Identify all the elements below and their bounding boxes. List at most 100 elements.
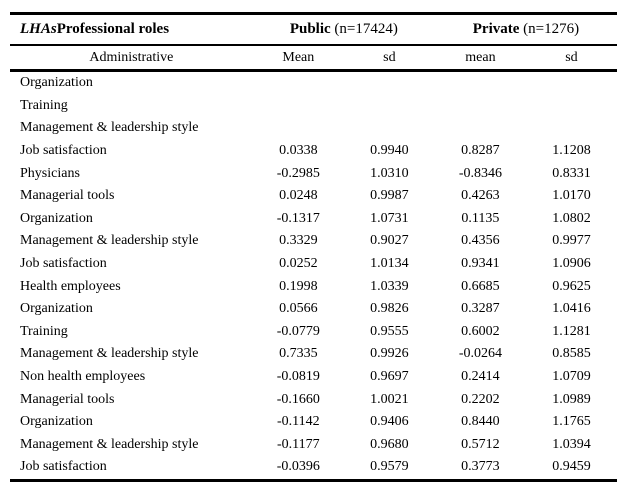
row-label: Training [20,323,68,339]
table-row: Management & leadership style -0.1177 0.96… [10,434,617,457]
cell-value: 0.9625 [552,278,591,294]
cell-value: 0.0248 [279,188,318,204]
cell-value: 0.8287 [461,143,500,159]
cell-value: 0.8331 [552,165,591,181]
cell-value: -0.0819 [276,369,320,385]
cell-value: 0.9940 [370,143,409,159]
table-wrapper: LHAsProfessional roles Public (n=17424) … [10,12,617,482]
table-title-bold: Professional roles [56,21,170,37]
table-row: Management & leadership style 0.3329 0.902… [10,230,617,253]
cell-value: 0.7335 [279,346,318,362]
cell-value: 0.2414 [461,369,500,385]
table-header-row: LHAsProfessional roles Public (n=17424) … [10,13,617,46]
cell-value: 0.2202 [461,391,500,407]
table-row: Training -0.0779 0.9555 0.6002 1.1281 [10,321,617,344]
table-row: Job satisfaction 0.0252 1.0134 0.9341 1.0906 [10,253,617,276]
cell-value: -0.0779 [276,323,320,339]
cell-value: 1.0339 [370,278,409,294]
table-row: Managerial tools 0.0248 0.9987 0.4263 1.0170 [10,185,617,208]
table-row: Non health employees -0.0819 0.9697 0.2414 1… [10,366,617,389]
cell-value: 0.3773 [461,459,500,475]
cell-value: 0.9027 [370,233,409,249]
cell-value: -0.1177 [276,436,320,452]
table-row: Organization -0.1142 0.9406 0.8440 1.1765 [10,411,617,434]
table-title-italic: LHAs [20,21,57,37]
cell-value: 1.0134 [370,256,409,272]
cell-value: 0.8585 [552,346,591,362]
cell-value [435,117,526,140]
cell-value: 0.0566 [279,301,318,317]
table-row: Organization 0.0566 0.9826 0.3287 1.0416 [10,298,617,321]
cell-value [253,95,344,118]
cell-value: 1.1765 [552,414,591,430]
row-label: Organization [20,301,93,317]
cell-value: 0.6002 [461,323,500,339]
table-row: Organization -0.1317 1.0731 0.1135 1.0802 [10,208,617,231]
cell-value [253,117,344,140]
statistics-table: LHAsProfessional roles Public (n=17424) … [10,12,617,482]
table-subheader-row: Administrative Mean sd mean sd [10,45,617,72]
cell-value [526,71,617,95]
group-private-name: Private [472,21,520,37]
table-row: Management & leadership style [10,117,617,140]
cell-value: -0.0264 [458,346,502,362]
row-label: Physicians [20,165,80,181]
cell-value [253,71,344,95]
table-row: Health employees 0.1998 1.0339 0.6685 0.9625 [10,275,617,298]
cell-value [435,95,526,118]
cell-value: 0.9459 [552,459,591,475]
table-row: Training [10,95,617,118]
table-title: LHAsProfessional roles [10,13,253,46]
row-label: Job satisfaction [20,143,107,159]
row-label: Managerial tools [20,391,115,407]
cell-value: 0.6685 [461,278,500,294]
cell-value: 1.0709 [552,369,591,385]
cell-value: 0.9987 [370,188,409,204]
group-public-name: Public [289,21,331,37]
cell-value [344,95,435,118]
cell-value: 0.8440 [461,414,500,430]
cell-value: 0.0252 [279,256,318,272]
cell-value: 0.0338 [279,143,318,159]
cell-value: 0.1998 [279,278,318,294]
cell-value: 1.0731 [370,210,409,226]
cell-value: 0.5712 [461,436,500,452]
cell-value: -0.1142 [276,414,320,430]
column-header-sd-private: sd [525,45,617,72]
cell-value: 0.4356 [461,233,500,249]
table-body: Organization Training Management & leaders… [10,71,617,481]
group-private-n: (n=1276) [519,21,580,37]
cell-value: 0.9579 [370,459,409,475]
cell-value: 1.0416 [552,301,591,317]
group-public-n: (n=17424) [330,21,398,37]
row-label: Organization [20,75,93,91]
group-header-public: Public (n=17424) [252,13,435,46]
cell-value: 0.9697 [370,369,409,385]
row-label: Training [20,97,68,113]
table-row: Job satisfaction 0.0338 0.9940 0.8287 1.1208 [10,140,617,163]
cell-value: -0.1317 [276,210,320,226]
cell-value: 0.9341 [461,256,500,272]
cell-value [526,95,617,118]
cell-value: 0.4263 [461,188,500,204]
row-label: Health employees [20,278,121,294]
cell-value: 1.0021 [370,391,409,407]
row-label: Management & leadership style [20,436,199,452]
row-label: Management & leadership style [20,233,199,249]
column-header-mean-public: Mean [252,45,344,72]
row-label: Job satisfaction [20,256,107,272]
cell-value: 0.9826 [370,301,409,317]
subheader-label: Administrative [10,45,253,72]
cell-value [344,71,435,95]
row-label: Management & leadership style [20,120,199,136]
row-label: Organization [20,210,93,226]
table-row: Job satisfaction -0.0396 0.9579 0.3773 0.945… [10,456,617,480]
column-header-sd-public: sd [343,45,435,72]
cell-value: -0.1660 [276,391,320,407]
cell-value: 0.9406 [370,414,409,430]
cell-value [526,117,617,140]
column-header-mean-private: mean [434,45,526,72]
cell-value: 1.0394 [552,436,591,452]
cell-value: 0.9926 [370,346,409,362]
